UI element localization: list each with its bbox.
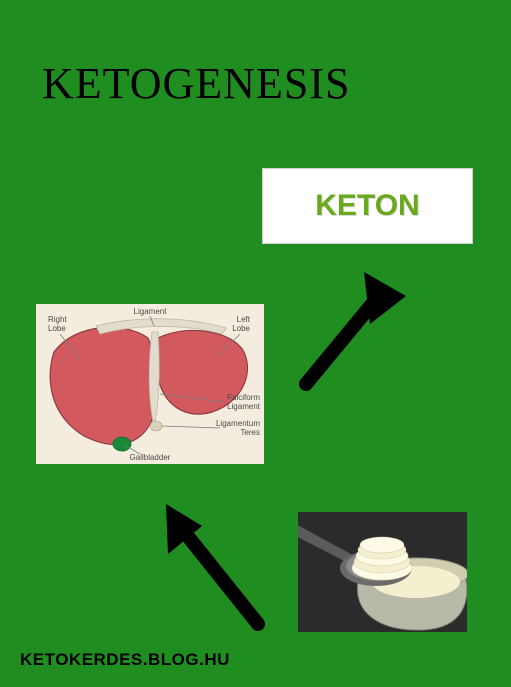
svg-text:FalciformLigament: FalciformLigament bbox=[227, 393, 261, 411]
keton-label: KETON bbox=[315, 189, 419, 223]
arrow-liver_to_keton bbox=[286, 256, 426, 396]
liver-diagram: RightLobe LeftLobe Ligament FalciformLigame… bbox=[36, 304, 264, 464]
footer-url: KETOKERDES.BLOG.HU bbox=[20, 650, 230, 670]
svg-text:LeftLobe: LeftLobe bbox=[232, 315, 251, 333]
svg-text:Gallbladder: Gallbladder bbox=[130, 453, 171, 462]
arrow-fat_to_liver bbox=[138, 474, 278, 634]
page-title: KETOGENESIS bbox=[42, 58, 350, 109]
svg-text:Ligament: Ligament bbox=[134, 307, 168, 316]
svg-text:LigamentumTeres: LigamentumTeres bbox=[216, 419, 260, 437]
svg-text:RightLobe: RightLobe bbox=[48, 315, 67, 333]
infographic-stage: KETOGENESIS KETOKERDES.BLOG.HU KETON Rig… bbox=[0, 0, 511, 687]
keton-box: KETON bbox=[262, 168, 473, 244]
fat-spoon-image bbox=[298, 512, 467, 632]
